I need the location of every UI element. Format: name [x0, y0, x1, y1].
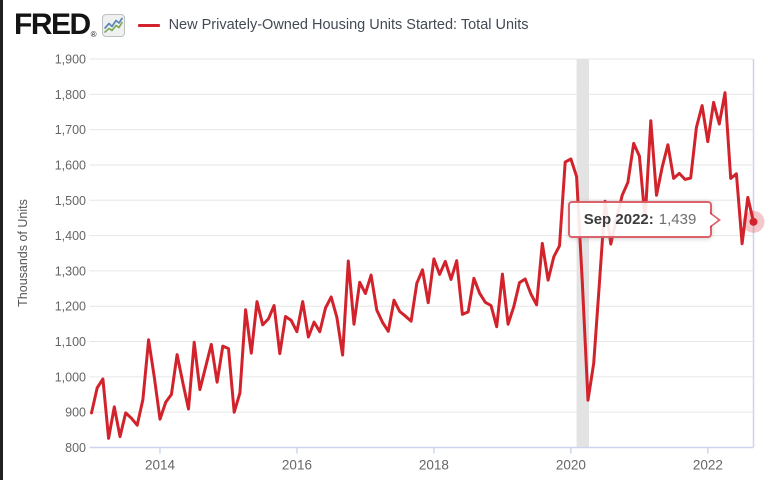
window-left-edge — [0, 0, 3, 480]
y-axis-tick-label: 1,700 — [55, 123, 86, 137]
y-axis-tick-label: 1,300 — [55, 264, 86, 278]
y-axis-tick-label: 1,000 — [55, 370, 86, 384]
y-axis-tick-label: 900 — [65, 406, 86, 420]
y-axis-tick-label: 1,400 — [55, 229, 86, 243]
x-axis-tick-label: 2022 — [693, 458, 723, 473]
y-axis-tick-label: 800 — [65, 441, 86, 455]
legend-line-swatch — [137, 23, 160, 27]
chart-header: FRED ® New Privately-Owned Housing Units… — [14, 8, 529, 42]
series-legend: New Privately-Owned Housing Units Starte… — [137, 16, 529, 34]
x-axis-tick-label: 2018 — [419, 458, 449, 473]
fred-wordmark: FRED — [14, 8, 91, 41]
y-axis-tick-label: 1,900 — [55, 53, 86, 67]
y-axis-title: Thousands of Units — [16, 199, 30, 307]
housing-starts-series-line — [90, 91, 755, 440]
y-axis-tick-label: 1,600 — [55, 158, 86, 172]
y-axis-tick-label: 1,800 — [55, 88, 86, 102]
x-axis-tick-label: 2016 — [282, 458, 312, 473]
series-title: New Privately-Owned Housing Units Starte… — [168, 17, 529, 33]
highlight-point-marker — [749, 217, 758, 226]
x-axis-tick-label: 2020 — [556, 458, 586, 473]
y-axis-tick-label: 1,500 — [55, 194, 86, 208]
fred-sparkline-icon — [101, 14, 125, 37]
tooltip-value: 1,439 — [658, 211, 697, 228]
x-axis-tick-label: 2014 — [145, 458, 176, 473]
y-axis-tick-label: 1,100 — [55, 335, 86, 349]
registered-trademark: ® — [90, 30, 97, 39]
tooltip-arrow-fill — [709, 212, 718, 227]
y-axis-tick-label: 1,200 — [55, 300, 86, 314]
chart-tooltip: Sep 2022: 1,439 — [568, 201, 721, 238]
tooltip-date-label: Sep 2022: — [583, 211, 654, 228]
fred-logo[interactable]: FRED ® — [14, 10, 125, 40]
